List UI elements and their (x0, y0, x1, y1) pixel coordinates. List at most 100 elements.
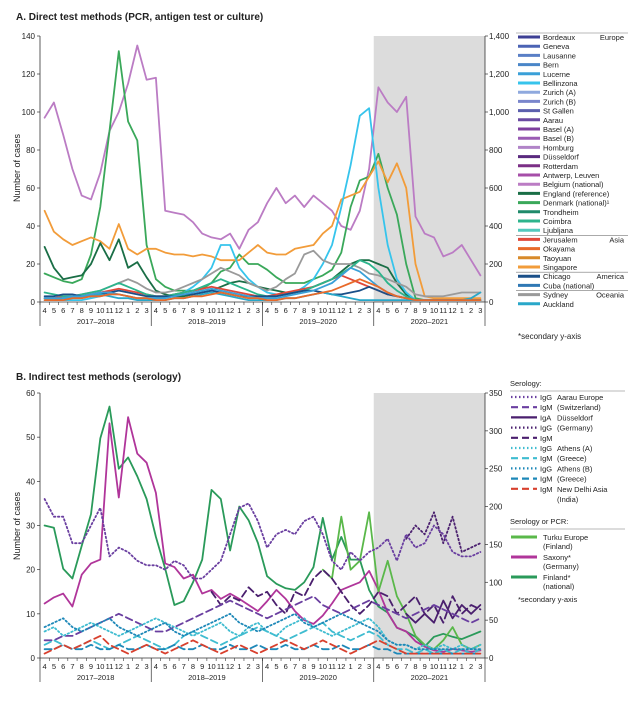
legend-label: Saxony* (543, 553, 571, 562)
panel-a-series-line (43, 44, 482, 277)
panel-b-season-label: 2020–2021 (411, 673, 449, 682)
panel-b-month-label: 6 (395, 662, 399, 671)
panel-b-month-label: 9 (423, 662, 427, 671)
panel-b-season-label: 2018–2019 (188, 673, 226, 682)
panel-a-y2-tick-label: 1,200 (489, 70, 510, 79)
legend-label: (India) (557, 495, 579, 504)
panel-b-month-label: 8 (191, 662, 195, 671)
pcr-legend-title: Serology or PCR: (510, 517, 568, 526)
panel-a-month-label: 6 (284, 306, 288, 315)
panel-a-month-label: 1 (126, 306, 130, 315)
panel-a-y-tick-label: 120 (22, 70, 36, 79)
legend-label: St Gallen (543, 107, 574, 116)
panel-a-month-label: 10 (96, 306, 104, 315)
panel-b-month-label: 3 (145, 662, 149, 671)
panel-b-series-line (43, 595, 482, 642)
panel-a-y2-tick-label: 1,000 (489, 108, 510, 117)
panel-b-chart: B. Indirect test methods (serology) 0102… (12, 372, 625, 682)
panel-a-legend: Bordeaux EuropeGenevaLausanneBernLucerneB… (516, 32, 628, 309)
legend-antibody-label: IgG (540, 444, 552, 453)
panel-a-season-label: 2020–2021 (411, 317, 449, 326)
panel-a-month-label: 2 (135, 306, 139, 315)
panel-a-month-label: 8 (302, 306, 306, 315)
panel-a-y-tick-label: 40 (26, 222, 35, 231)
panel-a-month-label: 5 (274, 306, 278, 315)
legend-antibody-label: IgM (540, 403, 553, 412)
panel-b-month-label: 2 (469, 662, 473, 671)
panel-a-month-label: 7 (182, 306, 186, 315)
legend-label: Coimbra (543, 217, 572, 226)
panel-a-y2-tick-label: 600 (489, 184, 503, 193)
panel-a-month-label: 6 (61, 306, 65, 315)
panel-b-series-line (210, 568, 482, 624)
panel-a-month-label: 3 (145, 306, 149, 315)
legend-label: Denmark (national)¹ (543, 199, 610, 208)
panel-b-month-label: 4 (43, 662, 47, 671)
legend-label: Antwerp, Leuven (543, 171, 599, 180)
panel-a-month-label: 12 (115, 306, 123, 315)
panel-b-month-label: 1 (237, 662, 241, 671)
panel-a-month-label: 6 (395, 306, 399, 315)
panel-a-month-label: 9 (311, 306, 315, 315)
panel-a-season-label: 2018–2019 (188, 317, 226, 326)
panel-a-month-label: 8 (413, 306, 417, 315)
panel-b-month-label: 8 (302, 662, 306, 671)
panel-a-shaded-season (373, 36, 485, 302)
panel-b-month-label: 4 (376, 662, 380, 671)
panel-b-month-label: 8 (80, 662, 84, 671)
panel-a-month-label: 3 (478, 306, 482, 315)
legend-label: Bellinzona (543, 79, 578, 88)
legend-sublabel: (Germany) (543, 562, 579, 571)
panel-a-month-label: 3 (367, 306, 371, 315)
panel-a-month-label: 10 (430, 306, 438, 315)
panel-b-series-line (43, 416, 482, 653)
panel-a-month-label: 9 (89, 306, 93, 315)
panel-a-month-label: 7 (293, 306, 297, 315)
panel-b-month-label: 2 (247, 662, 251, 671)
panel-b-series-line (43, 643, 482, 655)
legend-label: (Switzerland) (557, 403, 601, 412)
panel-b-legend: Serology: IgG Aarau Europe IgM (Switzerland)… (510, 379, 625, 604)
legend-label: Turku Europe (543, 533, 588, 542)
panel-b-y-axis-label: Number of cases (12, 491, 22, 560)
panel-a-series-line (43, 50, 482, 301)
legend-label: Taoyuan (543, 254, 571, 263)
panel-b-month-label: 5 (52, 662, 56, 671)
legend-label: Ljubljana (543, 226, 574, 235)
panel-a-month-label: 11 (217, 306, 225, 315)
panel-a-month-label: 1 (348, 306, 352, 315)
panel-a-y2-tick-label: 1,400 (489, 32, 510, 41)
panel-a-title: A. Direct test methods (PCR, antigen tes… (16, 12, 263, 23)
panel-a-y2-tick-label: 400 (489, 222, 503, 231)
panel-a-y-tick-label: 20 (26, 260, 35, 269)
legend-antibody-label: IgG (540, 393, 552, 402)
panel-b-month-label: 1 (348, 662, 352, 671)
legend-label: (Greece) (557, 454, 587, 463)
panel-b-month-label: 7 (182, 662, 186, 671)
panel-a-series-line (43, 160, 482, 300)
panel-b-series-line (43, 612, 482, 651)
panel-b-y2-tick-label: 50 (489, 616, 498, 625)
panel-b-series (43, 405, 482, 655)
panel-b-month-label: 1 (126, 662, 130, 671)
panel-b-month-label: 7 (293, 662, 297, 671)
panel-b-y-tick-label: 40 (26, 477, 35, 486)
legend-label: Zurich (A) (543, 88, 576, 97)
panel-a-month-label: 11 (439, 306, 447, 315)
legend-label: Basel (B) (543, 134, 574, 143)
panel-b-series-line (321, 511, 482, 651)
legend-label: Belgium (national) (543, 180, 604, 189)
legend-label: Düsseldorf (543, 153, 580, 162)
panel-b-y-tick-label: 10 (26, 610, 35, 619)
legend-antibody-label: IgM (540, 485, 553, 494)
panel-a-y2-tick-label: 200 (489, 260, 503, 269)
panel-a-y-tick-label: 100 (22, 108, 36, 117)
panel-b-month-label: 6 (284, 662, 288, 671)
panel-b-month-label: 10 (430, 662, 438, 671)
panel-b-y-tick-label: 60 (26, 389, 35, 398)
panel-a-y-tick-label: 80 (26, 146, 35, 155)
panel-b-month-label: 3 (367, 662, 371, 671)
panel-b-month-label: 11 (217, 662, 225, 671)
